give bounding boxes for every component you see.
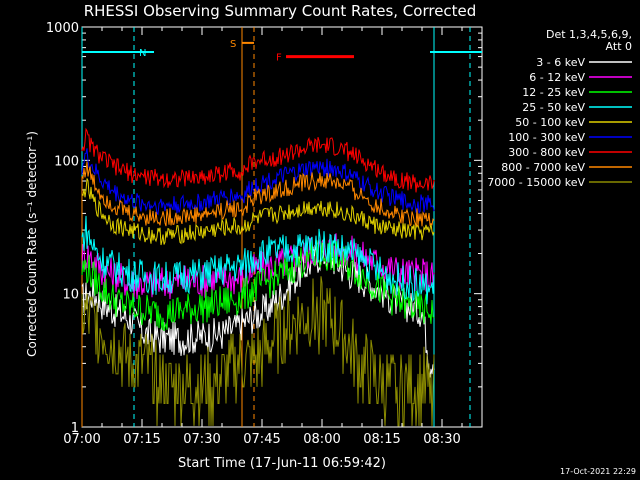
x-tick-label: 07:45 [243, 432, 280, 447]
marker-label: F [276, 53, 282, 64]
legend-label: 3 - 6 keV [536, 56, 585, 69]
y-tick-label: 100 [54, 154, 79, 169]
legend-label: 300 - 800 keV [508, 146, 585, 159]
legend-label: 800 - 7000 keV [501, 161, 585, 174]
series-line-8 [81, 161, 435, 227]
legend-label: 7000 - 15000 keV [487, 176, 585, 189]
legend-label: 12 - 25 keV [522, 86, 585, 99]
series-line-9 [81, 276, 435, 427]
y-tick-label: 1000 [46, 21, 79, 36]
series-line-5 [81, 178, 435, 246]
x-tick-label: 07:15 [123, 432, 160, 447]
series-line-3 [81, 240, 435, 332]
legend-label: 25 - 50 keV [522, 101, 585, 114]
footer-timestamp: 17-Oct-2021 22:29 [560, 467, 636, 476]
series-line-7 [81, 127, 435, 193]
marker-label: N [139, 48, 146, 59]
x-tick-label: 08:15 [363, 432, 400, 447]
series-line-2 [81, 233, 435, 300]
plot-area: 07:00 07:15 07:30 07:45 08:00 08:15 08:30 1 10 10… [46, 21, 483, 447]
chart-title: RHESSI Observing Summary Count Rates, Co… [84, 2, 477, 20]
x-tick-label: 08:00 [303, 432, 340, 447]
y-axis-label: Corrected Count Rate (s⁻¹ detector⁻¹) [25, 131, 39, 357]
legend: 3 - 6 keV 6 - 12 keV 12 - 25 keV 25 - 50 ke… [487, 56, 632, 189]
x-axis-label: Start Time (17-Jun-11 06:59:42) [178, 456, 386, 471]
legend-header-line-2: Att 0 [606, 40, 632, 53]
x-tick-label: 07:00 [63, 432, 100, 447]
legend-label: 6 - 12 keV [529, 71, 585, 84]
series-line-6 [81, 148, 435, 216]
legend-label: 50 - 100 keV [515, 116, 585, 129]
marker-label: S [230, 39, 236, 50]
y-tick-label: 1 [71, 421, 79, 436]
x-tick-label: 08:30 [423, 432, 460, 447]
series-line-4 [81, 215, 435, 305]
y-tick-label: 10 [62, 288, 79, 303]
x-tick-label: 07:30 [183, 432, 220, 447]
legend-label: 100 - 300 keV [508, 131, 585, 144]
legend-header-line-1: Det 1,3,4,5,6,9, [546, 28, 632, 41]
